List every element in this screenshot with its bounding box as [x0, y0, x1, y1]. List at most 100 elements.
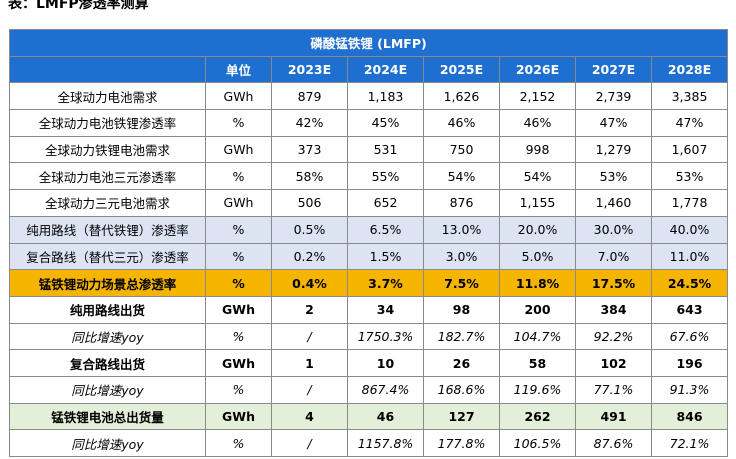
cell: 58% — [271, 162, 348, 191]
cell: 2,152 — [499, 82, 576, 111]
row-label: 锰铁锂电池总出货量 — [9, 402, 206, 431]
cell: 58 — [499, 349, 576, 377]
cell: 1,279 — [575, 135, 652, 164]
cell: 1,183 — [347, 82, 424, 111]
cell: 867.4% — [347, 375, 424, 404]
table-row: 纯用路线出货 GWh 2 34 98 200 384 643 — [9, 295, 729, 324]
cell: 17.5% — [575, 269, 652, 297]
cell: 531 — [347, 135, 424, 164]
row-unit: % — [205, 269, 272, 297]
row-unit: GWh — [205, 82, 272, 111]
cell: 53% — [650, 162, 729, 191]
cell: 46% — [423, 109, 500, 137]
cell: 643 — [650, 295, 729, 324]
row-label: 锰铁锂动力场景总渗透率 — [9, 269, 206, 297]
row-label: 同比增速yoy — [9, 322, 206, 351]
column-header: 2024E — [347, 55, 424, 84]
cell: 998 — [499, 135, 576, 164]
cell: 10 — [347, 349, 424, 377]
cell: 1 — [271, 349, 348, 377]
cell: 34 — [347, 295, 424, 324]
cell: 2,739 — [575, 82, 652, 111]
cell: / — [271, 322, 348, 351]
cell: 72.1% — [650, 429, 729, 457]
table-row: 同比增速yoy % / 867.4% 168.6% 119.6% 77.1% 9… — [9, 375, 729, 404]
column-header: 2023E — [271, 55, 348, 84]
cell: / — [271, 429, 348, 457]
table-row: 同比增速yoy % / 1157.8% 177.8% 106.5% 87.6% … — [9, 429, 729, 457]
cell: 91.3% — [650, 375, 729, 404]
cell: 77.1% — [575, 375, 652, 404]
column-header: 2026E — [499, 55, 576, 84]
cell: 506 — [271, 189, 348, 217]
row-unit: % — [205, 242, 272, 271]
cell: 104.7% — [499, 322, 576, 351]
cell: 1750.3% — [347, 322, 424, 351]
row-label: 纯用路线出货 — [9, 295, 206, 324]
lmfp-table: 磷酸锰铁锂 (LMFP) 单位 2023E 2024E 2025E 2026E … — [8, 29, 729, 457]
cell: 127 — [423, 402, 500, 431]
cell: 24.5% — [650, 269, 729, 297]
table-row: 纯用路线（替代铁锂）渗透率 % 0.5% 6.5% 13.0% 20.0% 30… — [9, 215, 729, 244]
column-header: 2025E — [423, 55, 500, 84]
row-label: 全球动力铁锂电池需求 — [9, 135, 206, 164]
column-header: 单位 — [205, 55, 272, 84]
row-label: 复合路线出货 — [9, 349, 206, 377]
table-row: 同比增速yoy % / 1750.3% 182.7% 104.7% 92.2% … — [9, 322, 729, 351]
table-row: 全球动力铁锂电池需求 GWh 373 531 750 998 1,279 1,6… — [9, 135, 729, 164]
row-unit: % — [205, 162, 272, 191]
row-unit: % — [205, 109, 272, 137]
cell: 0.4% — [271, 269, 348, 297]
page-title: 表：LMFP渗透率测算 — [8, 0, 149, 12]
cell: 4 — [271, 402, 348, 431]
cell: 1,626 — [423, 82, 500, 111]
cell: 20.0% — [499, 215, 576, 244]
cell: 67.6% — [650, 322, 729, 351]
cell: 3.0% — [423, 242, 500, 271]
cell: 196 — [650, 349, 729, 377]
cell: 384 — [575, 295, 652, 324]
cell: 40.0% — [650, 215, 729, 244]
cell: 182.7% — [423, 322, 500, 351]
cell: 42% — [271, 109, 348, 137]
row-unit: % — [205, 429, 272, 457]
cell: 1,607 — [650, 135, 729, 164]
cell: 0.2% — [271, 242, 348, 271]
cell: 30.0% — [575, 215, 652, 244]
cell: 92.2% — [575, 322, 652, 351]
row-unit: GWh — [205, 402, 272, 431]
cell: 3.7% — [347, 269, 424, 297]
column-header: 2027E — [575, 55, 652, 84]
cell: 13.0% — [423, 215, 500, 244]
cell: 46 — [347, 402, 424, 431]
cell: 26 — [423, 349, 500, 377]
cell: 846 — [650, 402, 729, 431]
row-label: 纯用路线（替代铁锂）渗透率 — [9, 215, 206, 244]
row-unit: % — [205, 215, 272, 244]
table-row: 锰铁锂动力场景总渗透率 % 0.4% 3.7% 7.5% 11.8% 17.5%… — [9, 269, 729, 297]
cell: 7.5% — [423, 269, 500, 297]
row-unit: GWh — [205, 135, 272, 164]
cell: 177.8% — [423, 429, 500, 457]
row-label: 同比增速yoy — [9, 429, 206, 457]
cell: 98 — [423, 295, 500, 324]
cell: 106.5% — [499, 429, 576, 457]
cell: 168.6% — [423, 375, 500, 404]
table-row: 全球动力电池铁锂渗透率 % 42% 45% 46% 46% 47% 47% — [9, 109, 729, 137]
row-label: 同比增速yoy — [9, 375, 206, 404]
cell: 119.6% — [499, 375, 576, 404]
row-label: 全球动力电池铁锂渗透率 — [9, 109, 206, 137]
row-unit: % — [205, 375, 272, 404]
cell: 55% — [347, 162, 424, 191]
column-header — [9, 55, 206, 84]
cell: 1.5% — [347, 242, 424, 271]
table-row: 复合路线（替代三元）渗透率 % 0.2% 1.5% 3.0% 5.0% 7.0%… — [9, 242, 729, 271]
cell: 102 — [575, 349, 652, 377]
cell: 0.5% — [271, 215, 348, 244]
row-unit: GWh — [205, 349, 272, 377]
column-header: 2028E — [650, 55, 729, 84]
cell: 750 — [423, 135, 500, 164]
cell: 7.0% — [575, 242, 652, 271]
table-row: 全球动力电池三元渗透率 % 58% 55% 54% 54% 53% 53% — [9, 162, 729, 191]
row-unit: GWh — [205, 189, 272, 217]
